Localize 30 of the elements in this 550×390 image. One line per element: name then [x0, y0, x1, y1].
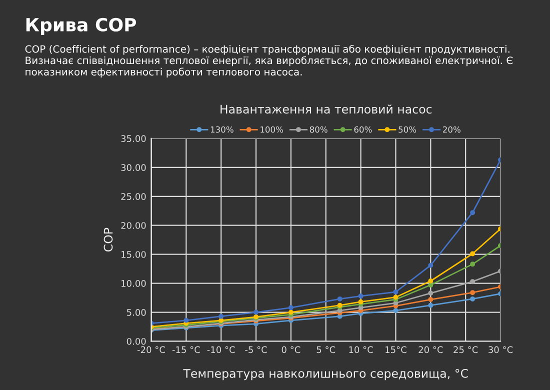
text: Крива COP	[26, 18, 136, 36]
x-tick-label: -15 °C	[172, 346, 200, 354]
x-tick-label: 20 °C	[418, 346, 443, 354]
text: COP (Coefficient of performance) – коефіцієнт трансформації або коефіцієнт продуктивності. Визначає співвідношення теплової енергії, яка виробляється, до споживаної електричної. Є показником ефективності роботи теплового насоса.	[25, 44, 513, 78]
y-axis-title: COP	[104, 228, 113, 252]
legend-label: 130%	[210, 126, 234, 133]
y-tick-label: 35.00	[121, 135, 146, 142]
x-tick-label: -5 °C	[245, 346, 267, 354]
y-tick-label: 30.00	[121, 164, 146, 171]
x-tick-label: -10 °C	[207, 346, 235, 354]
y-tick-label: 25.00	[121, 193, 146, 200]
legend-label: 60%	[354, 126, 372, 133]
legend-label: 50%	[398, 126, 416, 133]
y-tick-label: 15.00	[122, 251, 146, 258]
y-tick-label: 0.00	[126, 338, 146, 345]
y-tick-label: 10.00	[122, 280, 146, 287]
y-tick-label: 20.00	[121, 222, 146, 229]
y-tick-label: 5.00	[126, 309, 146, 316]
x-tick-label: 5 °C	[316, 346, 336, 354]
x-tick-label: 15°C	[386, 346, 406, 354]
legend-label: 100%	[260, 126, 284, 133]
legend-label: 20%	[443, 126, 460, 133]
x-tick-label: 10 °C	[349, 346, 373, 354]
x-tick-label: -20 °C	[137, 346, 165, 354]
x-axis-title: Температура навколишнього середовища, °C	[183, 368, 468, 380]
chart-title: Навантаження на тепловий насос	[220, 104, 432, 114]
x-tick-label: 25 °C	[454, 346, 478, 354]
x-tick-label: 30 °C	[488, 346, 513, 354]
legend-label: 80%	[310, 126, 328, 133]
x-tick-label: 0 °C	[282, 346, 300, 354]
